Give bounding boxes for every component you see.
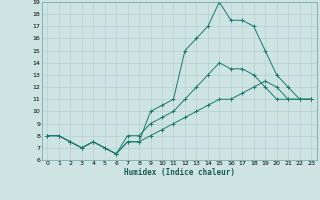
X-axis label: Humidex (Indice chaleur): Humidex (Indice chaleur) <box>124 168 235 177</box>
